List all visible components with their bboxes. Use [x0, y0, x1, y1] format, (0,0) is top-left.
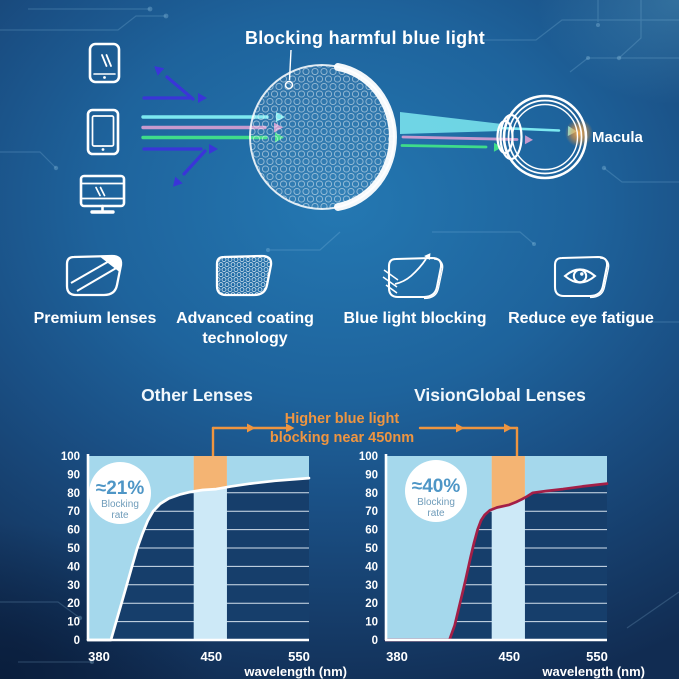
feature-label: Premium lenses	[33, 310, 157, 327]
reflected-blue-arrow-top	[142, 66, 207, 103]
annotation-line-1: Higher blue light	[284, 411, 400, 427]
hero-title: Blocking harmful blue light	[245, 28, 485, 48]
transmission-curve	[86, 476, 311, 642]
features-row: Premium lenses Advanced coating technolo…	[0, 252, 679, 377]
smartphone-icon	[88, 42, 121, 84]
badge-line1: Blocking	[101, 499, 139, 510]
feature-blue-light-blocking: Blue light blocking	[330, 252, 500, 329]
y-tick-label: 70	[365, 506, 378, 518]
x-tick-label: 450	[498, 649, 520, 664]
x-axis-label: wavelength (nm)	[243, 664, 347, 679]
x-tick-label: 550	[586, 649, 608, 664]
y-tick-label: 40	[365, 561, 378, 573]
chart-other-lenses: 0 10 20 30 40 50 60 70 80 90 100 380 450 550wavelengt…	[61, 451, 347, 679]
y-tick-label: 80	[67, 488, 80, 500]
badge-line2: rate	[427, 508, 445, 519]
badge-value: ≈21%	[96, 478, 145, 499]
y-tick-label: 50	[365, 543, 378, 555]
y-tick-label: 0	[372, 635, 378, 647]
badge-line2: rate	[111, 510, 129, 521]
eye-in-lens-icon	[553, 255, 610, 299]
y-tick-label: 90	[365, 469, 378, 481]
x-axis-label: wavelength (nm)	[541, 664, 645, 679]
band-highlight-orange	[193, 456, 227, 492]
y-tick-label: 60	[67, 525, 80, 537]
reflected-blue-arrow-bottom	[142, 144, 218, 187]
y-tick-label: 80	[365, 488, 378, 500]
hero-illustration: Blocking harmful blue light Macula	[79, 28, 644, 214]
feature-label: Advanced coating technology	[176, 310, 314, 347]
macula-label: Macula	[592, 129, 644, 146]
eye-diagram	[496, 94, 593, 180]
title-leader-line	[284, 49, 294, 90]
badge-value: ≈40%	[412, 476, 461, 497]
y-tick-label: 30	[365, 580, 378, 592]
y-tick-label: 30	[67, 580, 80, 592]
y-tick-label: 20	[365, 598, 378, 610]
feature-advanced-coating: Advanced coating technology	[160, 252, 330, 349]
y-tick-label: 100	[61, 451, 80, 463]
feature-reduce-eye-fatigue: Reduce eye fatigue	[498, 252, 664, 329]
chart-visionglobal-lenses: 0 10 20 30 40 50 60 70 80 90 100 380 450 550wavelengt…	[359, 451, 645, 679]
x-tick-label: 380	[88, 649, 110, 664]
band-highlight-orange	[491, 456, 525, 510]
transmitted-rays	[400, 112, 577, 152]
feature-label: Reduce eye fatigue	[508, 310, 654, 327]
y-tick-label: 20	[67, 598, 80, 610]
x-tick-label: 380	[386, 649, 408, 664]
chart-title-other-lenses: Other Lenses	[141, 385, 253, 405]
y-tick-label: 10	[67, 617, 80, 629]
y-tick-label: 50	[67, 543, 80, 555]
premium-lens-icon	[65, 254, 123, 297]
badge-line1: Blocking	[417, 497, 455, 508]
x-tick-label: 450	[200, 649, 222, 664]
y-tick-label: 0	[74, 635, 80, 647]
transmission-curve	[384, 482, 609, 642]
y-tick-label: 70	[67, 506, 80, 518]
monitor-icon	[79, 174, 126, 214]
y-tick-label: 100	[359, 451, 378, 463]
annotation-line-2: blocking near 450nm	[269, 430, 415, 447]
x-tick-label: 550	[288, 649, 310, 664]
blue-light-deflect-icon	[382, 253, 444, 300]
y-tick-label: 60	[365, 525, 378, 537]
y-tick-label: 90	[67, 469, 80, 481]
chart-title-visionglobal-lenses: VisionGlobal Lenses	[414, 385, 586, 405]
feature-premium-lenses: Premium lenses	[15, 252, 175, 329]
feature-label: Blue light blocking	[343, 310, 487, 327]
y-tick-label: 10	[365, 617, 378, 629]
coating-hex-icon	[215, 254, 273, 297]
y-tick-label: 40	[67, 561, 80, 573]
tablet-icon	[86, 108, 120, 156]
coated-lens	[249, 63, 397, 211]
annotation-text: Higher blue light blocking near 450nm	[247, 410, 437, 448]
